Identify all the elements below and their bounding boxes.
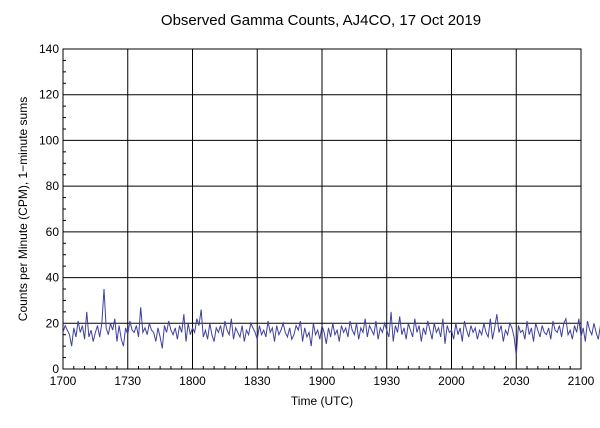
minor-ticks xyxy=(63,59,571,369)
x-tick-label: 2100 xyxy=(568,374,595,388)
y-tick-label: 120 xyxy=(39,88,59,102)
x-tick-label: 1900 xyxy=(309,374,336,388)
x-tick-label: 2030 xyxy=(503,374,530,388)
x-tick-label: 1930 xyxy=(373,374,400,388)
y-tick-label: 20 xyxy=(46,316,60,330)
y-tick-label: 0 xyxy=(52,362,59,376)
x-tick-label: 2000 xyxy=(438,374,465,388)
x-tick-label: 1830 xyxy=(244,374,271,388)
chart-title: Observed Gamma Counts, AJ4CO, 17 Oct 201… xyxy=(161,12,481,29)
y-tick-label: 60 xyxy=(46,225,60,239)
x-tick-labels: 1700 1730 1800 1830 1900 1930 2000 2030 2100 xyxy=(50,374,595,388)
y-tick-label: 40 xyxy=(46,271,60,285)
y-tick-label: 100 xyxy=(39,133,59,147)
x-tick-label: 1730 xyxy=(114,374,141,388)
x-axis-label: Time (UTC) xyxy=(291,394,353,408)
grid-lines xyxy=(63,49,581,369)
y-axis-label: Counts per Minute (CPM), 1−minute sums xyxy=(16,97,30,321)
series-line xyxy=(62,288,600,356)
y-tick-label: 80 xyxy=(46,179,60,193)
y-tick-label: 140 xyxy=(39,42,59,56)
x-tick-label: 1800 xyxy=(179,374,206,388)
y-tick-labels: 0 20 40 60 80 100 120 140 xyxy=(39,42,59,376)
x-tick-label: 1700 xyxy=(50,374,77,388)
